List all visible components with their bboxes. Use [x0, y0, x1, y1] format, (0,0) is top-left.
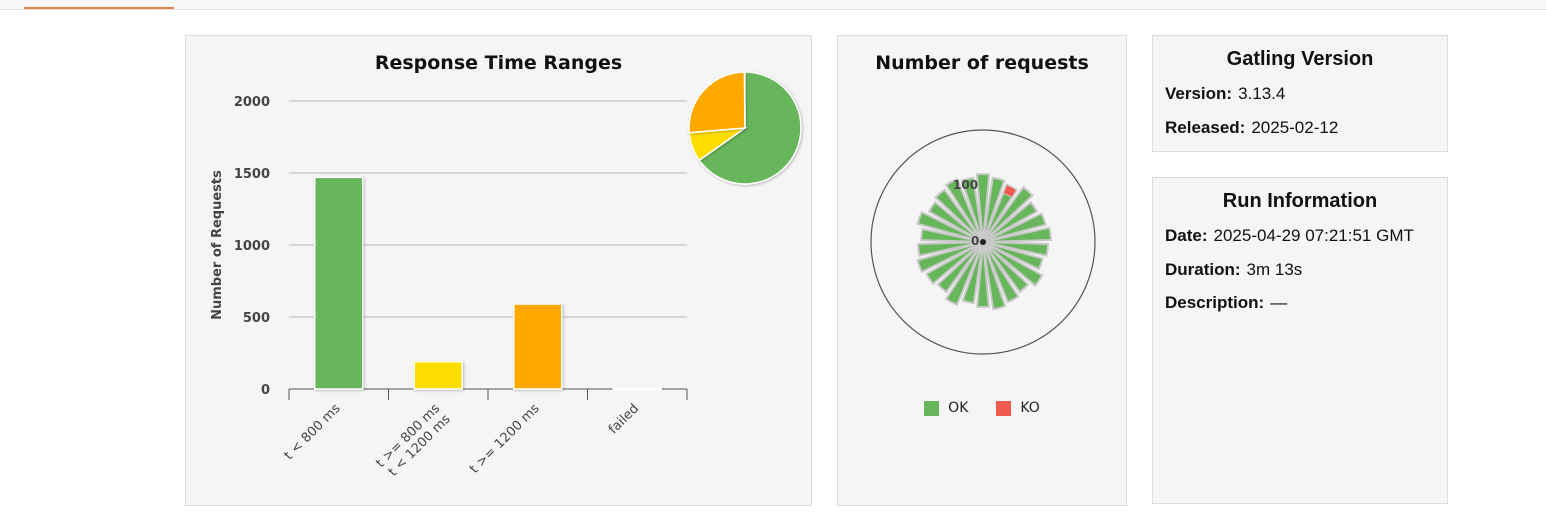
number-of-requests-title: Number of requests	[875, 52, 1089, 74]
pie-slice[interactable]	[743, 71, 746, 129]
requests-legend: OK KO	[838, 400, 1126, 416]
y-tick-label: 500	[243, 311, 270, 326]
released-label: Released:	[1165, 118, 1246, 137]
x-tick-label: t >= 800 mst < 1200 ms	[373, 401, 453, 481]
version-label: Version:	[1165, 84, 1233, 103]
ok-sector[interactable]	[982, 241, 1007, 311]
ok-sector[interactable]	[934, 188, 984, 243]
ok-sector[interactable]	[982, 212, 1047, 243]
legend-ok-label: OK	[948, 400, 969, 416]
ok-sector[interactable]	[936, 241, 984, 294]
radial-tick-label: 100	[953, 178, 978, 192]
center-dot	[980, 239, 986, 245]
pie-slice[interactable]	[688, 71, 746, 134]
ok-sector[interactable]	[916, 241, 984, 274]
legend-item-ko[interactable]: KO	[996, 400, 1040, 416]
ok-sector[interactable]	[982, 241, 1020, 304]
gatling-version-title: Gatling Version	[1226, 48, 1374, 70]
bar[interactable]	[513, 303, 563, 390]
date-label: Date:	[1165, 226, 1208, 245]
date-row: Date: 2025-04-29 07:21:51 GMT	[1165, 226, 1414, 246]
active-tab-indicator	[24, 7, 174, 9]
ok-sector[interactable]	[916, 241, 984, 257]
gatling-version-panel: Gatling Version Version: 3.13.4 Released:…	[1152, 35, 1448, 152]
ok-sector[interactable]	[976, 241, 990, 308]
legend-item-ok[interactable]: OK	[924, 400, 968, 416]
version-row: Version: 3.13.4	[1165, 84, 1285, 104]
outer-ring	[870, 129, 1096, 355]
response-time-ranges-title: Response Time Ranges	[374, 52, 623, 74]
ok-sector[interactable]	[982, 241, 1044, 287]
y-tick-label: 2000	[234, 95, 270, 110]
radial-tick-label: 0	[971, 234, 979, 248]
y-axis-title: Number of Requests	[210, 170, 225, 320]
ok-sector[interactable]	[919, 227, 984, 243]
x-tick-label: failed	[606, 401, 642, 437]
ok-sector[interactable]	[982, 176, 1006, 243]
pie-slice[interactable]	[698, 71, 802, 185]
ko-swatch	[996, 400, 1012, 416]
run-information-title: Run Information	[1222, 190, 1378, 212]
x-tick-label: t < 800 ms	[282, 401, 344, 463]
duration-value: 3m 13s	[1246, 260, 1303, 279]
top-tab-bar	[0, 0, 1546, 10]
description-value: —	[1270, 293, 1288, 312]
released-row: Released: 2025-02-12	[1165, 118, 1338, 138]
response-time-ranges-chart: 0 500 1000 1500 2000 Number of Requests t < 80…	[210, 71, 802, 481]
x-tick-label: t >= 1200 ms	[467, 401, 543, 477]
ok-sector[interactable]	[975, 172, 991, 243]
y-tick-label: 1000	[234, 239, 270, 254]
bar[interactable]	[612, 387, 662, 391]
ok-sector[interactable]	[927, 200, 984, 243]
ok-sector[interactable]	[982, 226, 1052, 243]
duration-row: Duration: 3m 13s	[1165, 260, 1302, 280]
run-information-panel: Run Information Date: 2025-04-29 07:21:51…	[1152, 177, 1448, 504]
description-label: Description:	[1165, 293, 1265, 312]
ok-sector[interactable]	[982, 185, 1034, 243]
ok-sector[interactable]	[960, 176, 984, 243]
y-tick-label: 1500	[234, 167, 270, 182]
ok-swatch	[924, 400, 940, 416]
description-row: Description: —	[1165, 293, 1287, 313]
ok-sector[interactable]	[925, 241, 984, 286]
ok-sector[interactable]	[982, 200, 1039, 243]
y-tick-label: 0	[261, 383, 270, 398]
duration-label: Duration:	[1165, 260, 1241, 279]
bar[interactable]	[413, 360, 463, 390]
number-of-requests-panel: Number of requests 0 100 OK KO	[837, 35, 1127, 506]
version-value: 3.13.4	[1238, 84, 1286, 103]
ok-sector[interactable]	[944, 177, 984, 243]
number-of-requests-chart: 0 100	[870, 129, 1096, 355]
legend-ko-label: KO	[1020, 400, 1040, 416]
ok-sector[interactable]	[961, 241, 984, 305]
ok-sector[interactable]	[982, 241, 1050, 257]
ok-sector[interactable]	[944, 241, 984, 307]
date-value: 2025-04-29 07:21:51 GMT	[1213, 226, 1414, 245]
ok-sector[interactable]	[982, 241, 1030, 294]
released-value: 2025-02-12	[1251, 118, 1339, 137]
ok-sector[interactable]	[916, 210, 984, 243]
response-time-ranges-panel: Response Time Ranges 0 500 1000 1500 2000 Num…	[185, 35, 812, 506]
bar[interactable]	[314, 176, 364, 390]
ok-sector[interactable]	[982, 241, 1044, 271]
ko-sector[interactable]	[1002, 184, 1018, 199]
